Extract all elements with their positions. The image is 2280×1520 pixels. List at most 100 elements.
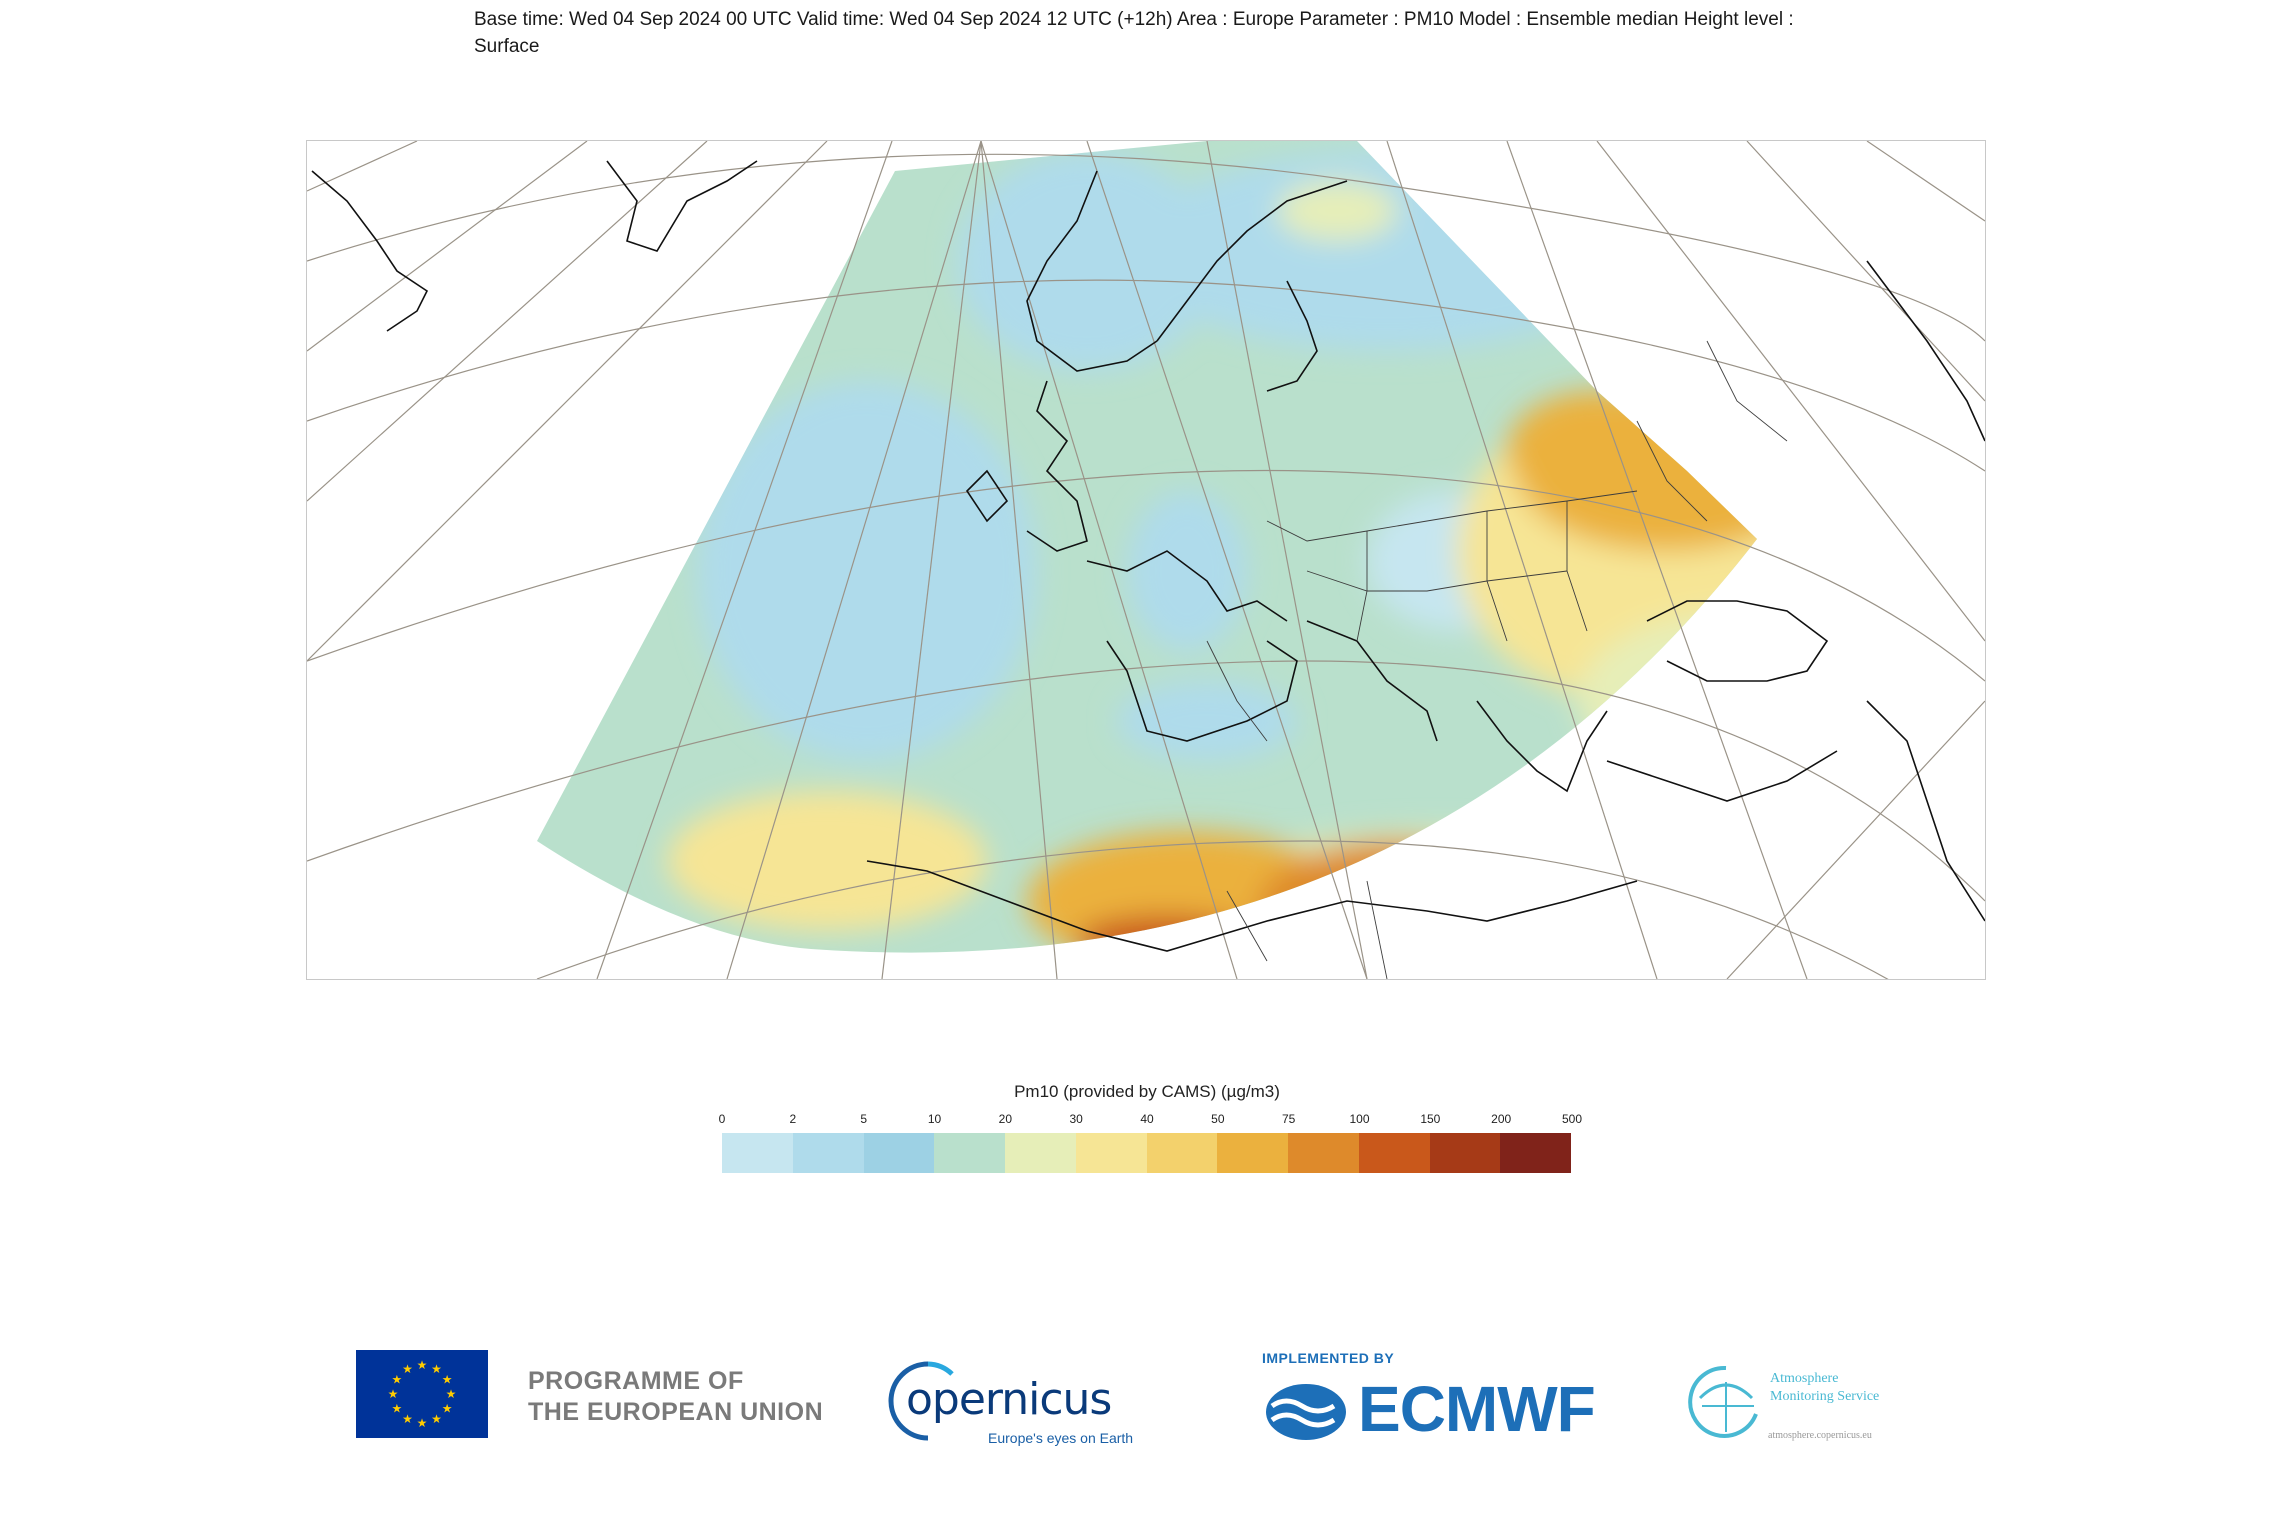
header-line-1: Base time: Wed 04 Sep 2024 00 UTC Valid …: [474, 9, 1794, 30]
legend-swatch-6: [1146, 1133, 1218, 1173]
coast-turkey: [1606, 750, 1838, 802]
eu-star-icon: ★: [442, 1373, 453, 1387]
ams-name: Atmosphere Monitoring Service: [1770, 1370, 1879, 1406]
legend-swatch-10: [1429, 1133, 1501, 1173]
coast-ireland: [965, 469, 1009, 523]
lat-40: [307, 660, 1985, 902]
legend-color-bar: [722, 1133, 1571, 1173]
merid-m10: [1746, 141, 1985, 402]
copernicus-c-icon: [888, 1361, 954, 1441]
coast-red-sea: [1866, 700, 1985, 922]
eu-star-icon: ★: [431, 1362, 442, 1376]
lat-60: [307, 279, 1985, 472]
header-line-2: Surface: [474, 36, 540, 57]
coast-france: [1086, 550, 1288, 622]
merid-m4: [980, 141, 1238, 979]
lat-70: [307, 153, 1985, 342]
field-scandinavia: [1127, 151, 1647, 351]
ams-line-1: Atmosphere: [1770, 1371, 1839, 1386]
coast-greenland-south: [311, 170, 429, 332]
legend-tick-0: 0: [718, 1112, 726, 1126]
legend-swatch-8: [1288, 1133, 1359, 1173]
merid-m7: [1386, 141, 1658, 979]
legend-swatch-11: [1500, 1133, 1571, 1173]
field-sahara-red: [1337, 911, 1477, 953]
merid-m8: [1506, 141, 1808, 979]
legend-swatch-9: [1358, 1133, 1430, 1173]
legend-tick-10: 10: [927, 1112, 942, 1126]
coast-iceland: [606, 160, 758, 252]
legend-tick-30: 30: [1069, 1112, 1083, 1126]
merid-w2: [307, 141, 708, 502]
field-black-sea-blue: [1687, 606, 1757, 696]
field-turkey: [1577, 611, 1757, 791]
field-poland-orange: [1507, 391, 1687, 511]
legend-tick-5: 5: [860, 1112, 867, 1126]
legend-tick-100: 100: [1349, 1112, 1370, 1126]
field-canaries: [667, 791, 987, 931]
merid-w1: [307, 141, 828, 662]
field-morocco-orange: [1027, 831, 1347, 953]
coast-balkans: [1476, 700, 1608, 793]
copernicus-wordmark: opernicus: [906, 1374, 1112, 1425]
legend-tick-2: 2: [789, 1112, 797, 1126]
field-north-yellow: [1277, 181, 1397, 241]
pm10-map[interactable]: [306, 140, 1986, 980]
coast-sweden: [1156, 180, 1348, 342]
legend-swatch-3: [934, 1133, 1005, 1173]
eu-star-icon: ★: [417, 1416, 428, 1430]
merid-m11: [1866, 141, 1985, 222]
footer-logos: ★ ★ ★ ★ ★ ★ ★ ★ ★ ★ ★ ★ PROGRAMME OF THE EUROPEAN U…: [0, 1330, 2280, 1470]
field-russia-dark: [1717, 381, 1757, 461]
field-western-sahara-red: [1077, 916, 1257, 953]
coast-black-sea: [1646, 600, 1829, 682]
coast-north-africa: [866, 860, 1638, 952]
legend-tick-500: 500: [1561, 1112, 1583, 1126]
coast-great-britain: [1026, 380, 1088, 552]
field-iberia: [1117, 681, 1297, 761]
eu-stars-icon: ★★★★★★★★★ ★ ★★: [388, 1358, 457, 1430]
europe-map-svg: [307, 141, 1985, 979]
eu-star-icon: ★: [392, 1373, 403, 1387]
eu-star-icon: ★: [446, 1387, 457, 1401]
ecmwf-waves-icon: [1266, 1384, 1346, 1440]
coast-baltic: [1266, 280, 1318, 392]
pm10-field: [537, 141, 1757, 953]
legend-tick-75: 75: [1281, 1112, 1296, 1126]
eu-star-icon: ★: [402, 1362, 413, 1376]
ecmwf-logo[interactable]: IMPLEMENTED BY ECMWF: [1262, 1350, 1622, 1450]
lat-50: [307, 469, 1985, 682]
legend-swatch-2: [863, 1133, 935, 1173]
eu-star-icon: ★: [417, 1358, 428, 1372]
coastlines: [311, 160, 1985, 952]
plot-header: Base time: Wed 04 Sep 2024 00 UTC Valid …: [474, 6, 1824, 60]
merid-m9: [1596, 141, 1985, 642]
merid-m3: [980, 141, 1058, 979]
ams-globe-icon: [1688, 1365, 1758, 1438]
atmosphere-monitoring-logo[interactable]: Atmosphere Monitoring Service atmosphere…: [1676, 1352, 1916, 1452]
field-norwegian-sea: [957, 151, 1217, 371]
eu-flag-icon: ★ ★ ★ ★ ★ ★ ★ ★ ★ ★ ★ ★: [356, 1350, 488, 1438]
coast-italy: [1306, 620, 1438, 742]
copernicus-tagline: Europe's eyes on Earth: [988, 1430, 1134, 1446]
eu-star-icon: ★: [392, 1402, 403, 1416]
field-bay-of-biscay: [1127, 491, 1247, 651]
graticule: [307, 141, 1985, 979]
ecmwf-wordmark: ECMWF: [1358, 1373, 1596, 1445]
ams-url: atmosphere.copernicus.eu: [1768, 1430, 1872, 1441]
merid-w0: [596, 141, 893, 979]
merid-w3: [307, 141, 588, 352]
merid-m5: [1086, 141, 1368, 979]
legend-title: Pm10 (provided by CAMS) (µg/m3): [1014, 1082, 1280, 1101]
eu-star-icon: ★: [442, 1402, 453, 1416]
legend-tick-20: 20: [998, 1112, 1013, 1126]
merid-m1: [726, 141, 982, 979]
copernicus-logo[interactable]: opernicus Europe's eyes on Earth: [884, 1352, 1144, 1452]
coast-norway: [1026, 170, 1158, 372]
field-atlantic: [697, 381, 1037, 761]
legend-tick-40: 40: [1140, 1112, 1154, 1126]
country-borders: [1206, 340, 1788, 979]
legend-tick-50: 50: [1211, 1112, 1225, 1126]
merid-w4: [307, 141, 418, 192]
merid-m6: [1206, 141, 1368, 979]
